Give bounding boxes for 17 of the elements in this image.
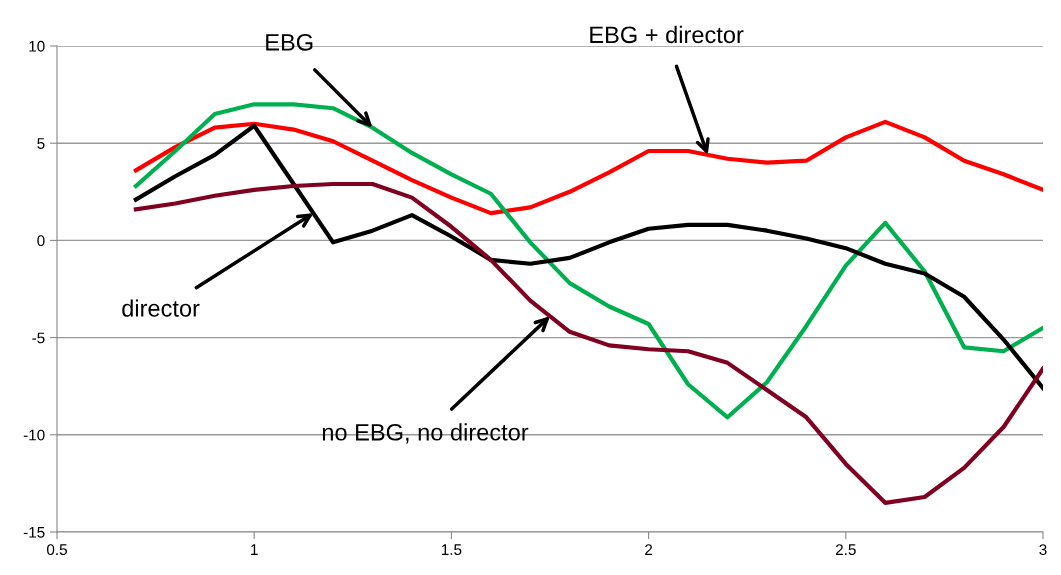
x-tick-label: 2.5	[835, 544, 856, 556]
y-tick-label: -5	[32, 332, 45, 344]
x-tick-label: 1	[251, 544, 258, 555]
x-tick-label: 0.5	[46, 544, 67, 556]
annotation: EBG	[266, 33, 313, 51]
y-tick-label: -15	[23, 527, 45, 538]
y-tick-label: 5	[37, 138, 45, 149]
x-tick-label: 3	[1039, 544, 1047, 556]
annotation: EBG + director	[590, 25, 744, 44]
annotation: director	[122, 299, 200, 317]
annotation: no EBG, no director	[322, 423, 529, 444]
line-series	[133, 119, 1043, 216]
y-tick-label: 10	[29, 40, 45, 52]
y-tick-label: -10	[23, 429, 45, 441]
y-tick-label: 0	[37, 235, 45, 247]
x-tick-label: 1.5	[441, 544, 462, 556]
x-tick-label: 2	[645, 544, 653, 555]
